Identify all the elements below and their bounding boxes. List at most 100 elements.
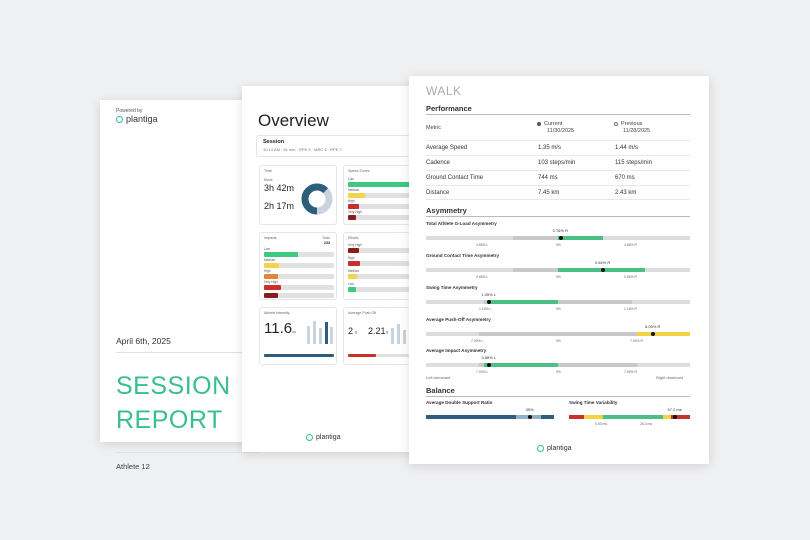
impacts-total: 233 [324, 241, 330, 245]
intensity-card: Athlete Intensity 11.6 au [259, 307, 337, 365]
speed-zones-card: Speed Zones Low Medium High Very High [343, 165, 422, 225]
swing-variability-marker [673, 415, 678, 419]
section-divider [426, 216, 690, 217]
session-box: Session 10:14 AM · 61 min · RPE 5 · MRC … [256, 135, 422, 157]
previous-value: 670 ms [615, 175, 635, 181]
asymmetry-label: Ground Contact Time Asymmetry [426, 253, 500, 258]
time-donut-chart [301, 183, 333, 215]
balance-heading: Balance [426, 386, 455, 395]
impact-bar-high [264, 274, 334, 279]
speed-bar-medium [348, 193, 421, 198]
impacts-label: Impacts [264, 236, 277, 240]
mid-tick: 0% [556, 307, 561, 311]
session-label: Session [263, 139, 285, 145]
previous-value: 2.43 km [615, 190, 637, 196]
left-tick: 1.16% L [479, 307, 492, 311]
mid-tick: 0% [556, 370, 561, 374]
intensity-label: Athlete Intensity [264, 311, 290, 315]
impact-band-very-high: Very High [264, 280, 278, 284]
powered-by-label: Powered by [116, 108, 143, 114]
table-row: Average Speed 1.35 m/s 1.44 m/s [426, 140, 690, 155]
previous-date: 11/28/2025 [623, 128, 651, 134]
speed-bar-very-high [348, 215, 421, 220]
athlete-name: Athlete 12 [116, 462, 150, 471]
impact-band-low: Low [264, 247, 270, 251]
section-divider [426, 396, 690, 397]
plantiga-logo-icon [537, 445, 544, 452]
asymmetry-marker [651, 332, 656, 336]
effort-bar-low [348, 287, 421, 292]
push-off-left-value: 2 [348, 326, 354, 336]
right-tick: 1.16% R [624, 307, 638, 311]
asymmetry-label: Swing Time Asymmetry [426, 285, 478, 290]
impact-bar-medium [264, 263, 334, 268]
current-radio-icon [537, 121, 541, 126]
effort-bar-high [348, 261, 421, 266]
impact-bar-extra [264, 293, 334, 298]
other-time: 2h 17m [264, 201, 295, 211]
double-support-track [426, 415, 554, 419]
asymmetry-track [426, 268, 690, 272]
efforts-label: Efforts [348, 236, 359, 240]
plantiga-logo-icon [306, 434, 313, 441]
previous-value: 1.44 m/s [615, 145, 639, 151]
right-tick: 4.66% R [624, 243, 638, 247]
intensity-value: 11.6 [264, 320, 293, 337]
speed-zones-label: Speed Zones [348, 169, 370, 173]
speed-bar-high [348, 204, 421, 209]
effort-band-low: Low [348, 282, 354, 286]
previous-label: Previous [621, 121, 643, 127]
cover-page: Powered by plantiga April 6th, 2025 SESS… [100, 100, 260, 471]
asymmetry-heading: Asymmetry [426, 206, 467, 215]
report-date: April 6th, 2025 [116, 336, 171, 346]
moving-label: Move [264, 178, 273, 182]
asymmetry-value: 8.05% R [645, 324, 661, 329]
time-card: Time Move 3h 42m 2h 17m [259, 165, 337, 225]
asymmetry-marker [487, 300, 492, 304]
swing-tick-a: 0.53 ms [595, 422, 608, 426]
effort-bar-very-high [348, 248, 421, 253]
title-line-1: SESSION [116, 372, 231, 400]
swing-variability-label: Swing Time Variability [569, 400, 618, 405]
right-dominant-label: Right dominant [656, 375, 683, 380]
speed-band-medium: Medium [348, 188, 360, 192]
impact-band-high: High [264, 269, 271, 273]
double-support-label: Average Double Support Ratio [426, 400, 493, 405]
mid-tick: 0% [556, 275, 561, 279]
impact-bar-very-high [264, 285, 334, 290]
left-tick: 4.66% L [476, 243, 489, 247]
divider [116, 352, 260, 353]
impacts-card: Impacts Total 233 Low Medium High Very H… [259, 232, 337, 300]
push-off-range-bar [348, 354, 418, 357]
metric-column-header: Metric [426, 125, 441, 131]
mid-tick: 0% [556, 339, 561, 343]
right-tick: 7.00% R [624, 370, 638, 374]
session-meta: 10:14 AM · 61 min · RPE 5 · MRC 4 · RPE … [263, 147, 342, 152]
current-value: 7.45 km [538, 190, 560, 196]
page-title: Overview [258, 111, 329, 130]
brand-name: plantiga [316, 434, 341, 441]
effort-bar-medium [348, 274, 421, 279]
brand-name: plantiga [547, 445, 572, 452]
impact-bar-low [264, 252, 334, 257]
swing-variability-value: 57.2 ms [667, 407, 682, 412]
brand-logo: plantiga [537, 445, 572, 452]
right-tick: 0.66% R [624, 275, 638, 279]
asymmetry-track [426, 300, 690, 304]
mid-tick: 0% [556, 243, 561, 247]
push-off-right-value: 2.21 [368, 326, 386, 336]
previous-column-header: Previous [614, 121, 642, 127]
metric-name: Ground Contact Time [426, 175, 484, 181]
current-date: 11/30/2025 [547, 128, 575, 134]
intensity-bar-chart [307, 321, 333, 344]
asymmetry-label: Average Impact Asymmetry [426, 348, 487, 353]
title-line-2: REPORT [116, 406, 223, 434]
double-support-value-area: 35% [426, 407, 554, 413]
impacts-total-label: Total [322, 236, 330, 240]
left-tick: 7.00% L [476, 370, 489, 374]
asymmetry-marker [487, 363, 492, 367]
metric-name: Distance [426, 190, 450, 196]
right-tick: 7.00% R [630, 339, 644, 343]
asymmetry-marker [600, 268, 605, 272]
intensity-unit: au [292, 330, 296, 334]
